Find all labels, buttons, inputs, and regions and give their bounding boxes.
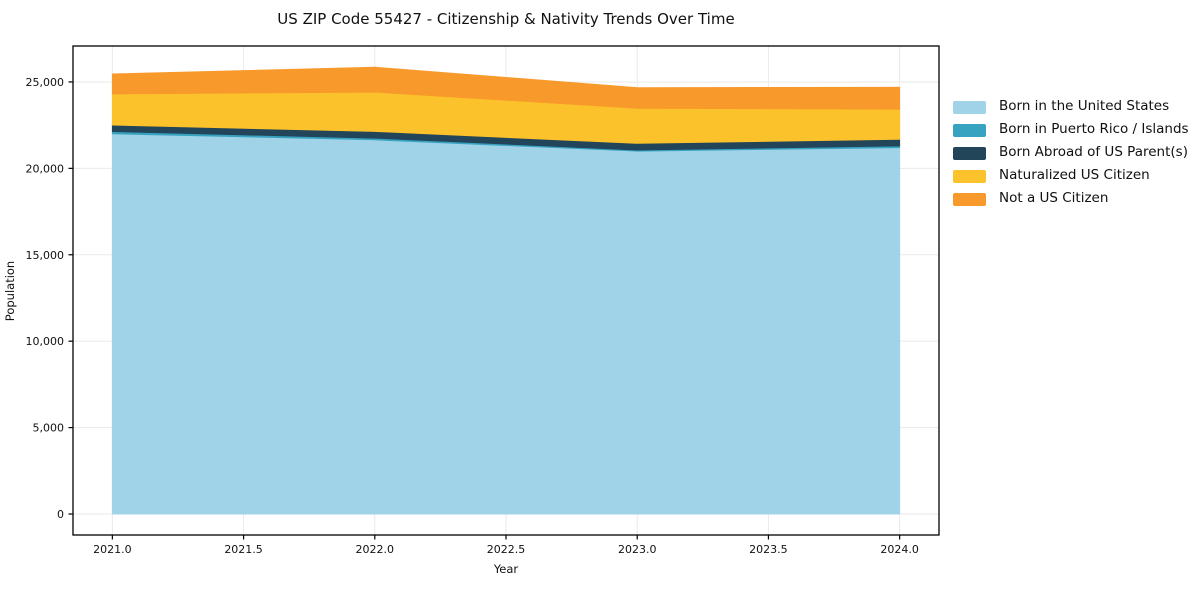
y-tick-label: 10,000 — [26, 335, 65, 348]
legend-label-not-citizen: Not a US Citizen — [999, 190, 1109, 207]
x-tick-label: 2023.0 — [618, 543, 657, 556]
legend-item-naturalized: Naturalized US Citizen — [953, 169, 1189, 183]
x-tick-label: 2023.5 — [749, 543, 788, 556]
x-tick-label: 2022.0 — [356, 543, 395, 556]
x-tick-label: 2024.0 — [880, 543, 919, 556]
legend-item-born-in-us: Born in the United States — [953, 100, 1189, 114]
legend-label-born-in-us: Born in the United States — [999, 98, 1170, 115]
y-tick-label: 25,000 — [26, 76, 65, 89]
area-series-0 — [111, 133, 901, 515]
legend-item-not-citizen: Not a US Citizen — [953, 192, 1189, 206]
legend-label-naturalized: Naturalized US Citizen — [999, 167, 1150, 184]
y-tick-label: 5,000 — [33, 422, 65, 435]
x-axis-label: Year — [493, 562, 519, 576]
legend-swatch-born-in-us — [953, 100, 986, 114]
y-tick-label: 0 — [57, 508, 64, 521]
x-tick-label: 2021.5 — [224, 543, 263, 556]
legend-swatch-not-citizen — [953, 192, 986, 206]
ticklabel-layer: 2021.0 2021.5 2022.0 2022.5 2023.0 2023.5 2024… — [26, 76, 919, 556]
legend-label-born-abroad: Born Abroad of US Parent(s) — [999, 144, 1188, 161]
chart-title: US ZIP Code 55427 - Citizenship & Nativi… — [277, 10, 734, 28]
y-tick-label: 15,000 — [26, 249, 65, 262]
tick-layer — [68, 81, 901, 540]
legend-item-born-abroad: Born Abroad of US Parent(s) — [953, 146, 1189, 160]
legend-swatch-born-abroad — [953, 146, 986, 160]
y-axis-label: Population — [3, 261, 17, 321]
legend: Born in the United States Born in Puerto… — [953, 100, 1189, 206]
legend-item-puerto-rico-islands: Born in Puerto Rico / Islands — [953, 123, 1189, 137]
area-layer — [111, 66, 901, 515]
x-tick-label: 2022.5 — [487, 543, 526, 556]
legend-label-puerto-rico-islands: Born in Puerto Rico / Islands — [999, 121, 1189, 138]
legend-swatch-puerto-rico-islands — [953, 123, 986, 137]
y-tick-label: 20,000 — [26, 162, 65, 175]
legend-swatch-naturalized — [953, 169, 986, 183]
x-tick-label: 2021.0 — [93, 543, 132, 556]
area-series-4 — [111, 66, 901, 110]
